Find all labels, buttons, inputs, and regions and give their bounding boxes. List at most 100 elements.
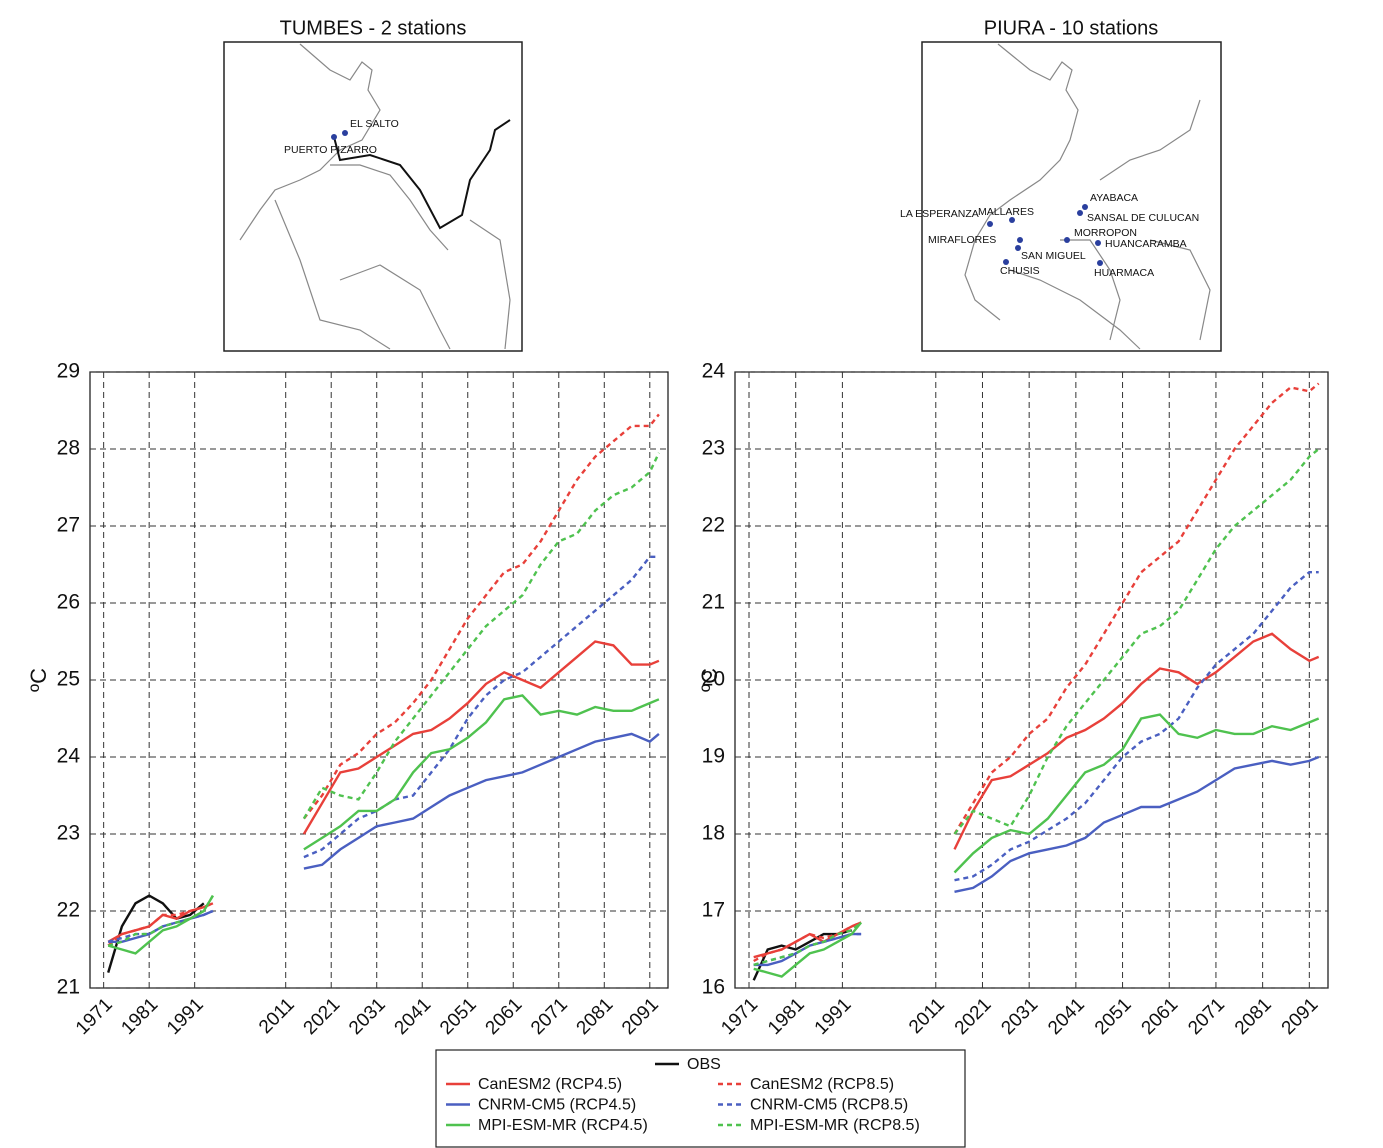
x-tick-label: 2071 bbox=[527, 994, 572, 1039]
station-label: LA ESPERANZA bbox=[900, 208, 979, 220]
station-label: HUARMACA bbox=[1094, 267, 1154, 279]
x-tick-label: 2021 bbox=[951, 994, 996, 1039]
boundary bbox=[1149, 239, 1211, 341]
y-tick-label: 20 bbox=[702, 668, 725, 691]
station-dot bbox=[1003, 259, 1009, 265]
x-tick-label: 2081 bbox=[1231, 994, 1276, 1039]
legend-label: CanESM2 (RCP8.5) bbox=[750, 1076, 894, 1093]
y-tick-label: 29 bbox=[57, 360, 80, 383]
x-tick-label: 2091 bbox=[618, 994, 663, 1039]
station-label: MALLARES bbox=[978, 206, 1034, 218]
station-label: HUANCARAMBA bbox=[1105, 238, 1187, 250]
station-dot bbox=[1077, 210, 1083, 216]
station-dot bbox=[1017, 237, 1023, 243]
boundary bbox=[330, 164, 449, 251]
y-tick-label: 26 bbox=[57, 591, 80, 614]
map-frame bbox=[921, 41, 1222, 352]
boundary bbox=[274, 199, 391, 350]
x-tick-label: 2091 bbox=[1278, 994, 1323, 1039]
y-tick-label: 28 bbox=[57, 437, 80, 460]
y-tick-label: 16 bbox=[702, 976, 725, 999]
station-dot bbox=[342, 130, 348, 136]
legend-label: CanESM2 (RCP4.5) bbox=[478, 1076, 622, 1093]
station-label: MORROPON bbox=[1074, 227, 1137, 239]
x-tick-label: 2031 bbox=[345, 994, 390, 1039]
series-line bbox=[753, 713, 1320, 978]
x-tick-label: 1991 bbox=[811, 994, 856, 1039]
x-tick-label: 1971 bbox=[72, 994, 117, 1039]
x-tick-label: 2071 bbox=[1184, 994, 1229, 1039]
y-tick-label: 24 bbox=[702, 360, 726, 383]
boundary bbox=[1099, 99, 1201, 181]
y-axis-label: ºC bbox=[26, 668, 51, 692]
series-line bbox=[107, 413, 660, 947]
y-axis-label: ºC bbox=[697, 668, 722, 692]
series-line bbox=[107, 452, 660, 947]
x-tick-label: 2051 bbox=[1091, 994, 1136, 1039]
y-tick-label: 23 bbox=[57, 822, 80, 845]
x-tick-label: 2061 bbox=[1138, 994, 1183, 1039]
coastline bbox=[239, 43, 381, 241]
boundary bbox=[469, 219, 511, 350]
station-label: CHUSIS bbox=[1000, 265, 1040, 277]
station-dot bbox=[1095, 240, 1101, 246]
boundary bbox=[339, 264, 451, 350]
legend-label: MPI-ESM-MR (RCP4.5) bbox=[478, 1117, 648, 1134]
y-tick-label: 25 bbox=[57, 668, 80, 691]
y-tick-label: 19 bbox=[702, 745, 725, 768]
x-tick-label: 1971 bbox=[717, 994, 762, 1039]
x-tick-label: 2031 bbox=[998, 994, 1043, 1039]
station-dot bbox=[1064, 237, 1070, 243]
x-tick-label: 2051 bbox=[436, 994, 481, 1039]
x-tick-label: 2011 bbox=[255, 994, 299, 1038]
y-tick-label: 24 bbox=[57, 745, 81, 768]
y-tick-label: 23 bbox=[702, 437, 725, 460]
y-tick-label: 22 bbox=[57, 899, 80, 922]
series-line bbox=[107, 555, 659, 943]
x-tick-label: 2041 bbox=[1044, 994, 1089, 1039]
legend-label: OBS bbox=[687, 1056, 721, 1073]
station-label: SANSAL DE CULUCAN bbox=[1087, 212, 1199, 224]
series-line bbox=[753, 448, 1320, 967]
y-tick-label: 21 bbox=[57, 976, 80, 999]
station-dot bbox=[1015, 245, 1021, 251]
legend-label: MPI-ESM-MR (RCP8.5) bbox=[750, 1117, 920, 1134]
y-tick-label: 22 bbox=[702, 514, 725, 537]
station-dot bbox=[1097, 260, 1103, 266]
legend-label: CNRM-CM5 (RCP4.5) bbox=[478, 1097, 636, 1114]
map-frame bbox=[223, 41, 523, 352]
x-tick-label: 1981 bbox=[764, 994, 809, 1039]
x-tick-label: 1981 bbox=[118, 994, 163, 1039]
x-tick-label: 2021 bbox=[300, 994, 345, 1039]
station-dot bbox=[1082, 204, 1088, 210]
station-label: AYABACA bbox=[1090, 192, 1138, 204]
station-label: SAN MIGUEL bbox=[1021, 250, 1086, 262]
coastline bbox=[964, 43, 1079, 321]
station-dot bbox=[987, 221, 993, 227]
x-tick-label: 2061 bbox=[482, 994, 527, 1039]
chart-title: TUMBES - 2 stations bbox=[280, 17, 467, 39]
y-tick-label: 27 bbox=[57, 514, 80, 537]
x-tick-label: 2011 bbox=[905, 994, 949, 1038]
series-line bbox=[753, 382, 1320, 963]
station-label: EL SALTO bbox=[350, 118, 399, 130]
legend-label: CNRM-CM5 (RCP8.5) bbox=[750, 1097, 908, 1114]
legend-frame bbox=[435, 1049, 966, 1148]
station-label: MIRAFLORES bbox=[928, 234, 996, 246]
boundary bbox=[1060, 239, 1121, 341]
y-tick-label: 18 bbox=[702, 822, 725, 845]
station-label: PUERTO PIZARRO bbox=[284, 144, 377, 156]
chart-title: PIURA - 10 stations bbox=[984, 17, 1159, 39]
series-line bbox=[107, 694, 660, 955]
y-tick-label: 21 bbox=[702, 591, 725, 614]
map-tumbes bbox=[223, 41, 523, 352]
y-tick-label: 17 bbox=[702, 899, 725, 922]
map-piura bbox=[921, 41, 1222, 352]
station-dot bbox=[1009, 217, 1015, 223]
x-tick-label: 2081 bbox=[573, 994, 618, 1039]
station-dot bbox=[331, 134, 337, 140]
series-line bbox=[107, 894, 205, 973]
boundary bbox=[1009, 269, 1141, 350]
